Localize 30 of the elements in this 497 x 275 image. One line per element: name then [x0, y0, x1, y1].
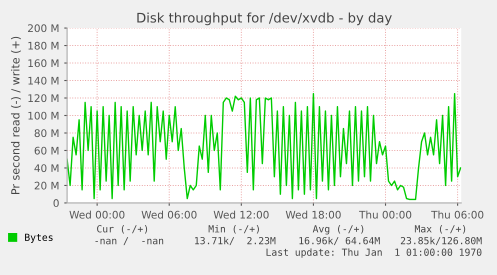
text: -nan / -nan	[95, 237, 164, 246]
legend-label: Bytes	[25, 234, 53, 243]
text: Avg (-/+)	[312, 225, 364, 234]
x-tick-label: Wed 18:00	[286, 210, 341, 219]
y-tick-label: 100 M	[28, 112, 58, 120]
text: 16.96k/ 64.64M	[299, 236, 380, 246]
text: Max (-/+)	[414, 225, 466, 234]
y-tick-label: 20 M	[34, 182, 58, 190]
y-tick-label: 80 M	[34, 129, 58, 138]
text: 13.71k/ 2.23M	[195, 236, 276, 246]
text: 23.85k/126.80M	[400, 236, 482, 246]
x-tick-label: Thu 06:00	[431, 210, 484, 219]
y-tick-label: 40 M	[34, 164, 58, 172]
y-tick-label: 180 M	[28, 42, 58, 50]
text: Min (-/+)	[208, 224, 259, 234]
x-tick-label: Wed 12:00	[214, 210, 269, 219]
y-tick-label: 120 M	[28, 94, 58, 102]
y-tick-label: 0	[54, 199, 59, 208]
chart-title: Disk throughput for /dev/xvdb - by day	[137, 12, 392, 26]
y-tick-label: 160 M	[28, 59, 58, 68]
y-tick-label: 60 M	[34, 146, 58, 155]
y-tick-label: 200 M	[28, 24, 58, 32]
x-tick-label: Wed 00:00	[69, 210, 124, 219]
y-tick-label: 140 M	[28, 76, 58, 85]
y-axis-title: Pr second read (-) / write (+)	[10, 36, 21, 194]
line-series	[67, 92, 462, 200]
x-tick-label: Wed 06:00	[142, 210, 197, 219]
text: Last update: Thu Jan 1 01:00:00 1970	[266, 248, 482, 258]
x-tick-label: Thu 00:00	[359, 210, 412, 219]
text: Cur (-/+)	[97, 225, 148, 234]
